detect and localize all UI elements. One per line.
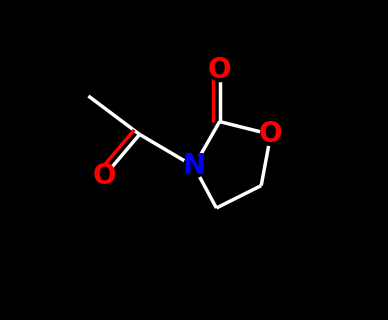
Text: O: O xyxy=(93,162,116,190)
Text: O: O xyxy=(259,120,282,148)
Text: O: O xyxy=(208,56,231,84)
Text: N: N xyxy=(182,152,206,180)
